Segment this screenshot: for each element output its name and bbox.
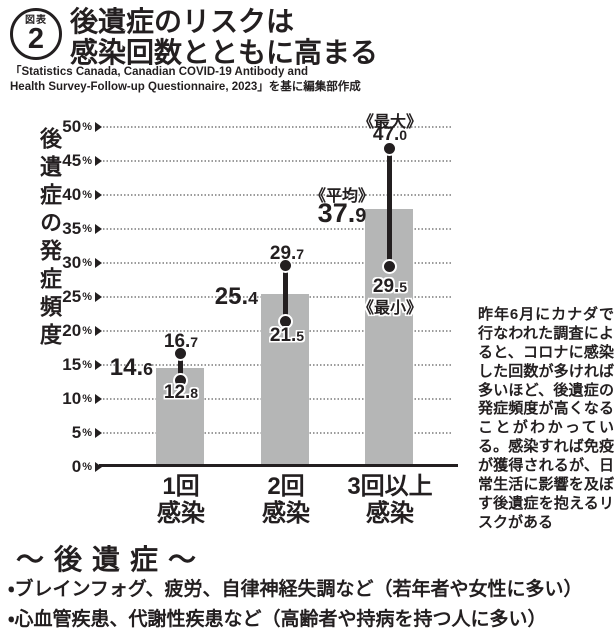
- y-tick-25: 25%: [28, 285, 102, 309]
- tag-min-bar3: 《最小》: [357, 300, 423, 317]
- value-mean-bar3: 37.9: [317, 198, 367, 228]
- tick-arrow-icon: [95, 462, 102, 472]
- figure-number-badge: 図表 2: [10, 8, 62, 60]
- error-dot-2-max: [278, 258, 293, 273]
- source-line1: 「Statistics Canada, Canadian COVID-19 An…: [10, 66, 308, 78]
- page-title: 後遺症のリスクは 感染回数とともに高まる: [70, 6, 379, 69]
- tick-arrow-icon: [95, 394, 102, 404]
- error-dot-1-min: [173, 373, 188, 388]
- figure-badge-number: 2: [27, 22, 45, 55]
- tag-max-bar3: 《最大》: [357, 114, 423, 131]
- value-max-bar1: 16.7: [163, 331, 199, 352]
- tick-arrow-icon: [95, 292, 102, 302]
- y-axis-title: 後遺症の発症頻度: [37, 127, 62, 351]
- page-title-line1: 後遺症のリスクは: [70, 6, 295, 37]
- y-tick-20: 20%: [28, 319, 102, 343]
- value-mean-bar2: 25.4: [214, 283, 258, 310]
- page-title-line2: 感染回数とともに高まる: [70, 36, 379, 68]
- error-dot-1-max: [173, 346, 188, 361]
- value-min-bar3: 29.5: [372, 276, 408, 297]
- value-max-bar2: 29.7: [269, 243, 305, 264]
- gridline-45: [103, 160, 452, 162]
- x-axis-baseline: [99, 464, 458, 467]
- tick-arrow-icon: [95, 360, 102, 370]
- tick-arrow-icon: [95, 190, 102, 200]
- gridline-40: [103, 194, 452, 196]
- y-tick-35: 35%: [28, 217, 102, 241]
- y-tick-40: 40%: [28, 183, 102, 207]
- x-label-1-infection: 1回 感染: [157, 473, 205, 527]
- error-dot-3-min: [382, 259, 397, 274]
- footer-heading: ～後遺症～: [16, 545, 207, 576]
- gridline-35: [103, 228, 452, 230]
- side-note-paragraph: 昨年6月にカナダで行なわれた調査によると、コロナに感染した回数が多ければ多いほど…: [478, 306, 614, 531]
- tick-arrow-icon: [95, 122, 102, 132]
- y-tick-0: 0%: [28, 455, 102, 479]
- tick-arrow-icon: [95, 224, 102, 234]
- error-bar-2: [283, 265, 288, 321]
- source-attribution: 「Statistics Canada, Canadian COVID-19 An…: [10, 65, 361, 95]
- y-tick-50: 50%: [28, 115, 102, 139]
- y-tick-15: 15%: [28, 353, 102, 377]
- error-bar-3: [387, 148, 392, 266]
- x-label-2-infections: 2回 感染: [262, 473, 310, 527]
- y-tick-5: 5%: [28, 421, 102, 445]
- value-max-bar3: 47.0: [372, 124, 408, 145]
- value-mean-bar1: 14.6: [109, 354, 153, 381]
- y-tick-10: 10%: [28, 387, 102, 411]
- tick-arrow-icon: [95, 156, 102, 166]
- tick-arrow-icon: [95, 326, 102, 336]
- value-min-bar2: 21.5: [269, 325, 305, 346]
- tick-arrow-icon: [95, 428, 102, 438]
- x-label-3plus-infections: 3回以上 感染: [347, 473, 433, 527]
- gridline-30: [103, 262, 452, 264]
- y-tick-30: 30%: [28, 251, 102, 275]
- value-min-bar1: 12.8: [163, 382, 199, 403]
- tag-mean-bar3: 《平均》: [309, 188, 375, 205]
- error-dot-2-min: [278, 314, 293, 329]
- footer-bullet-1: ・ブレインフォグ、疲労、自律神経失調など（若年者や女性に多い）: [8, 579, 583, 600]
- footer-bullet-2: ・心血管疾患、代謝性疾患など（高齢者や持病を持つ人に多い）: [8, 609, 547, 630]
- figure-badge-label: 図表: [25, 14, 47, 26]
- source-line2: Health Survey-Follow-up Questionnaire, 2…: [10, 81, 361, 94]
- error-dot-3-max: [382, 141, 397, 156]
- y-tick-45: 45%: [28, 149, 102, 173]
- gridline-50: [103, 126, 452, 128]
- tick-arrow-icon: [95, 258, 102, 268]
- error-bar-1: [178, 353, 183, 380]
